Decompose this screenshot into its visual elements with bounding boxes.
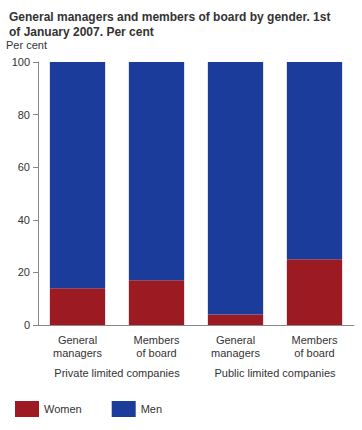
svg-text:of January 2007. Per cent: of January 2007. Per cent bbox=[9, 25, 154, 39]
svg-text:of board: of board bbox=[136, 347, 176, 359]
svg-text:Women: Women bbox=[44, 403, 82, 415]
svg-text:General managers and members o: General managers and members of board by… bbox=[9, 10, 334, 24]
svg-text:General: General bbox=[58, 334, 97, 346]
svg-text:Private limited companies: Private limited companies bbox=[54, 367, 180, 379]
svg-text:Men: Men bbox=[141, 403, 162, 415]
svg-text:managers: managers bbox=[211, 347, 260, 359]
svg-text:Public limited companies: Public limited companies bbox=[214, 367, 336, 379]
svg-text:40: 40 bbox=[18, 214, 30, 226]
svg-text:20: 20 bbox=[18, 266, 30, 278]
svg-text:60: 60 bbox=[18, 161, 30, 173]
svg-text:0: 0 bbox=[24, 319, 30, 331]
svg-text:Members: Members bbox=[134, 334, 180, 346]
svg-text:Members: Members bbox=[292, 334, 338, 346]
svg-text:100: 100 bbox=[12, 56, 30, 68]
svg-text:General: General bbox=[216, 334, 255, 346]
svg-text:of board: of board bbox=[294, 347, 334, 359]
svg-text:80: 80 bbox=[18, 109, 30, 121]
svg-text:managers: managers bbox=[53, 347, 102, 359]
svg-text:Per cent: Per cent bbox=[6, 39, 47, 51]
